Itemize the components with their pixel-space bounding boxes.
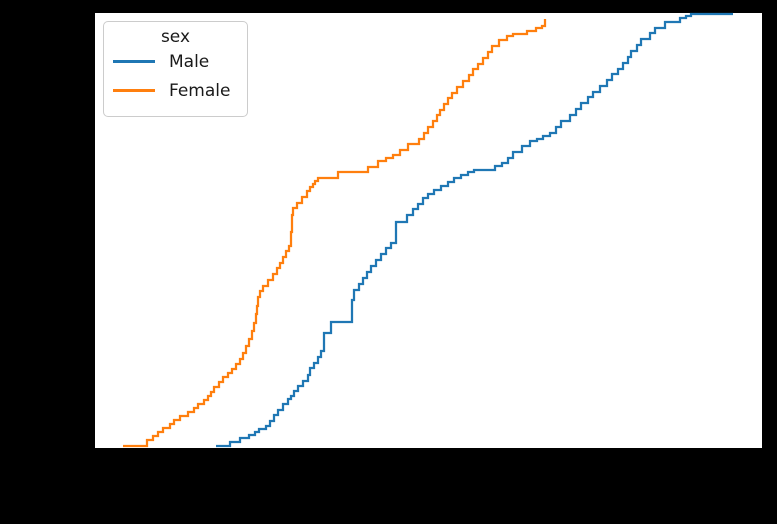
legend-title: sex [160, 27, 191, 47]
legend-label-male: Male [169, 51, 210, 72]
female-ecdf-line [123, 19, 547, 448]
female-line-swatch [113, 89, 155, 92]
male-ecdf-line [216, 12, 733, 448]
legend-entry-male: Male [104, 47, 247, 76]
legend-box: sex Male Female [103, 21, 248, 117]
male-line-swatch [113, 60, 155, 63]
legend-label-female: Female [169, 80, 231, 101]
legend-entry-female: Female [104, 76, 247, 105]
